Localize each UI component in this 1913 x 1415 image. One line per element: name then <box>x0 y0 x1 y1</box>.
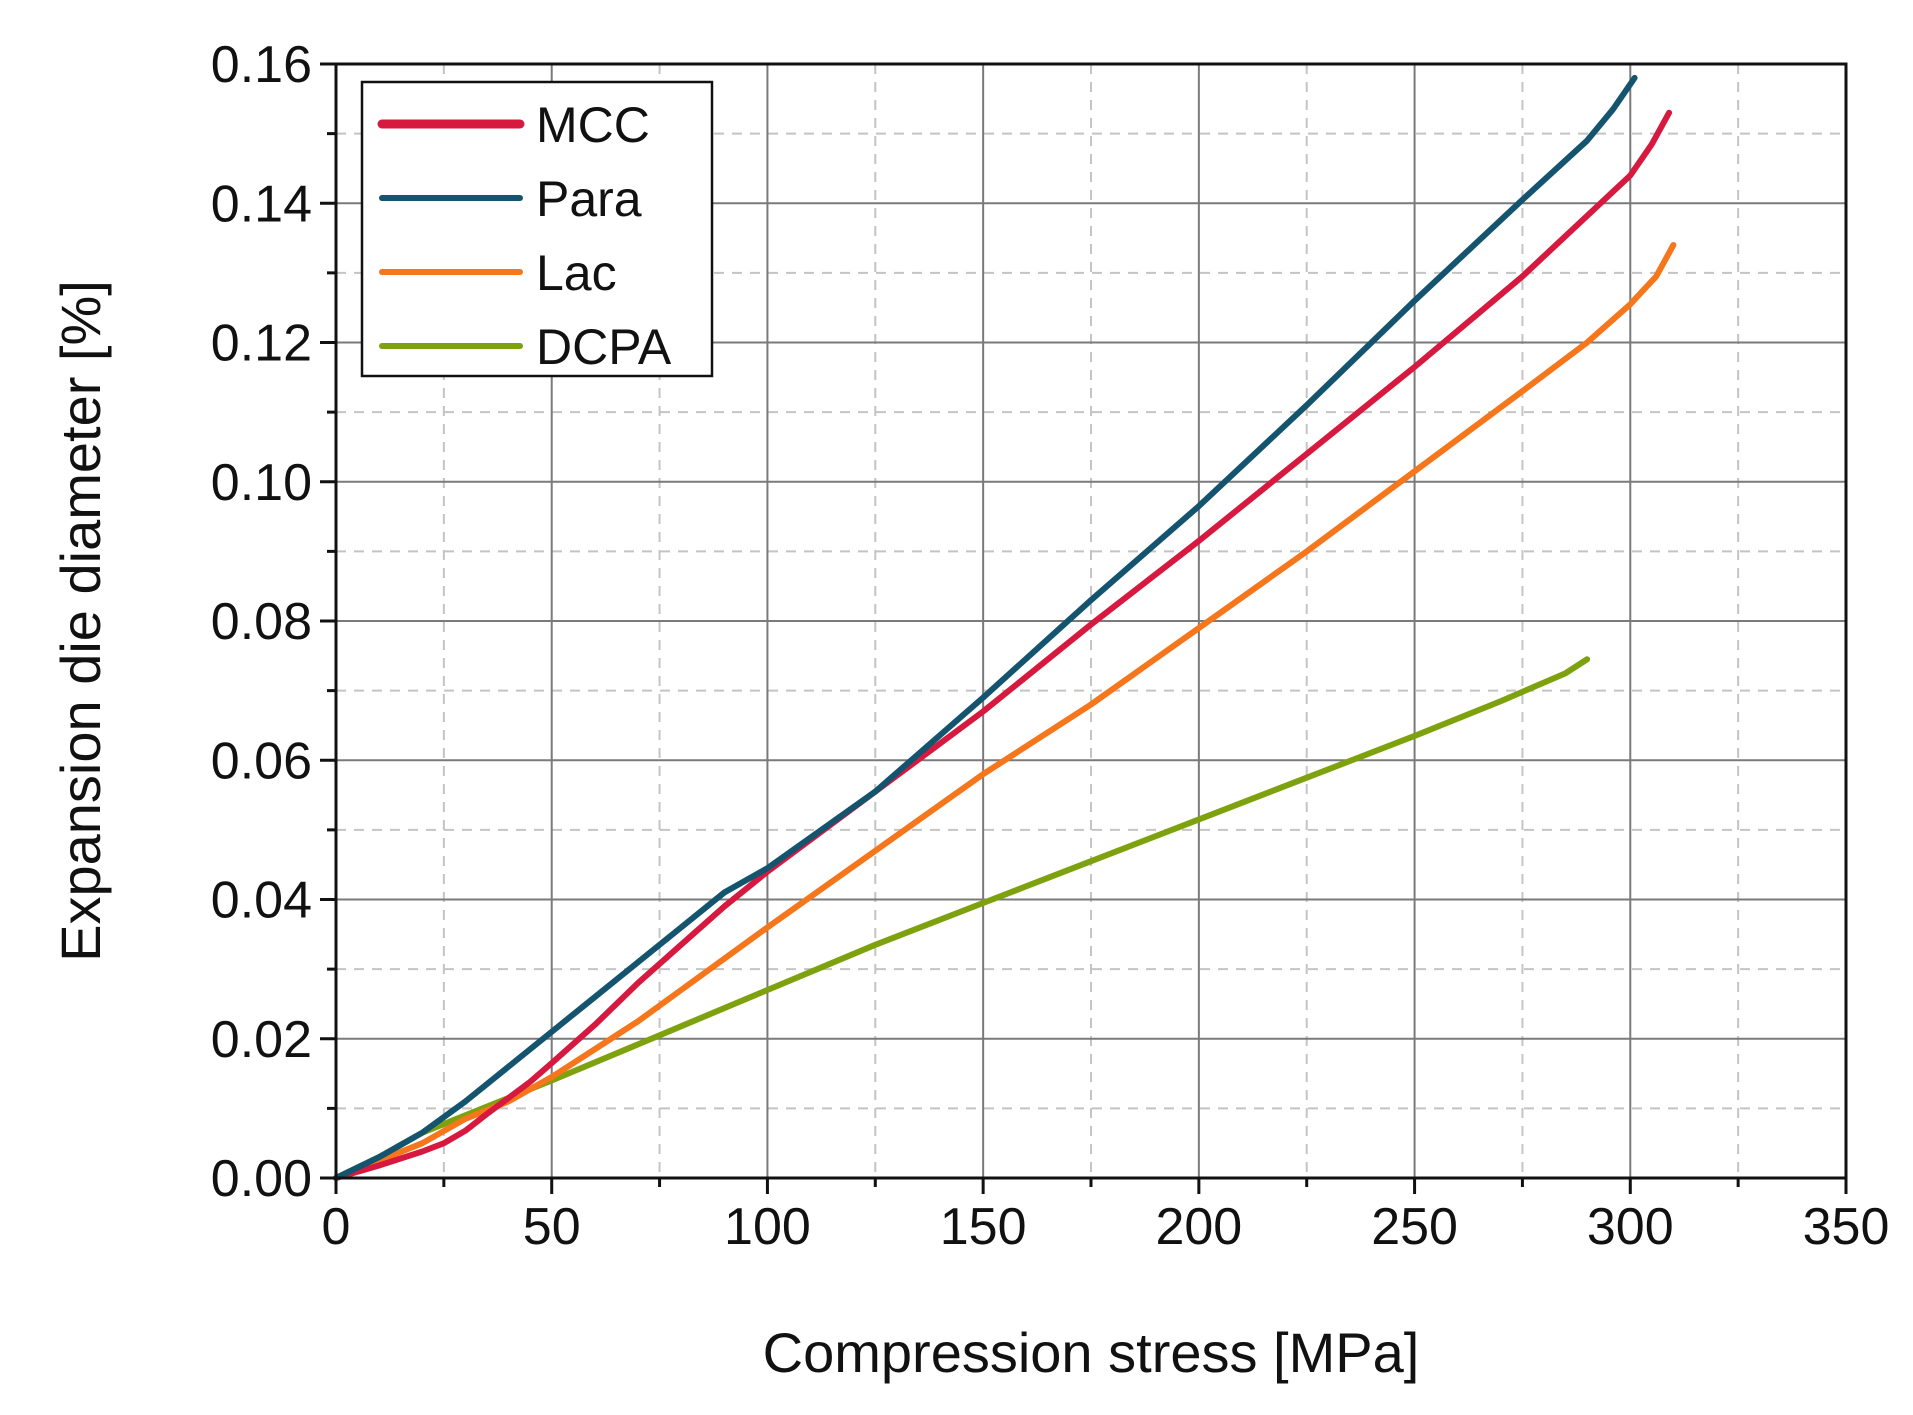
x-tick-label: 0 <box>322 1198 351 1256</box>
series-line-para <box>333 74 1638 1181</box>
legend-box <box>360 80 714 378</box>
y-tick-label: 0.08 <box>211 593 312 651</box>
y-tick-label: 0.12 <box>211 315 312 373</box>
series-line-dcpa <box>333 656 1591 1181</box>
x-tick-label: 300 <box>1587 1198 1674 1256</box>
axis-ticks <box>320 62 1848 1194</box>
series-layer <box>333 74 1677 1181</box>
x-tick-label: 250 <box>1371 1198 1458 1256</box>
x-axis-title: Compression stress [MPa] <box>763 1321 1420 1384</box>
y-tick-label: 0.06 <box>211 732 312 790</box>
x-tick-label: 100 <box>724 1198 811 1256</box>
y-axis-title: Expansion die diameter [%] <box>49 280 112 962</box>
y-tick-label: 0.16 <box>211 36 312 94</box>
x-tick-label: 50 <box>523 1198 581 1256</box>
legend-label-para: Para <box>536 171 642 227</box>
legend-label-dcpa: DCPA <box>536 319 672 375</box>
y-tick-label: 0.02 <box>211 1011 312 1069</box>
y-tick-label: 0.14 <box>211 175 312 233</box>
series-line-lac <box>333 242 1677 1181</box>
x-tick-label: 350 <box>1803 1198 1890 1256</box>
legend: MCC Para Lac DCPA <box>360 80 714 378</box>
axis-tick-labels: 0 50 100 150 200 250 300 350 0.00 0.02 0.04 0.06 0.0… <box>211 36 1890 1256</box>
series-line-mcc <box>333 109 1673 1181</box>
y-tick-label: 0.04 <box>211 872 312 930</box>
x-tick-label: 150 <box>940 1198 1027 1256</box>
legend-label-lac: Lac <box>536 245 617 301</box>
y-tick-label: 0.00 <box>211 1150 312 1208</box>
y-tick-label: 0.10 <box>211 454 312 512</box>
legend-label-mcc: MCC <box>536 97 650 153</box>
x-tick-label: 200 <box>1155 1198 1242 1256</box>
